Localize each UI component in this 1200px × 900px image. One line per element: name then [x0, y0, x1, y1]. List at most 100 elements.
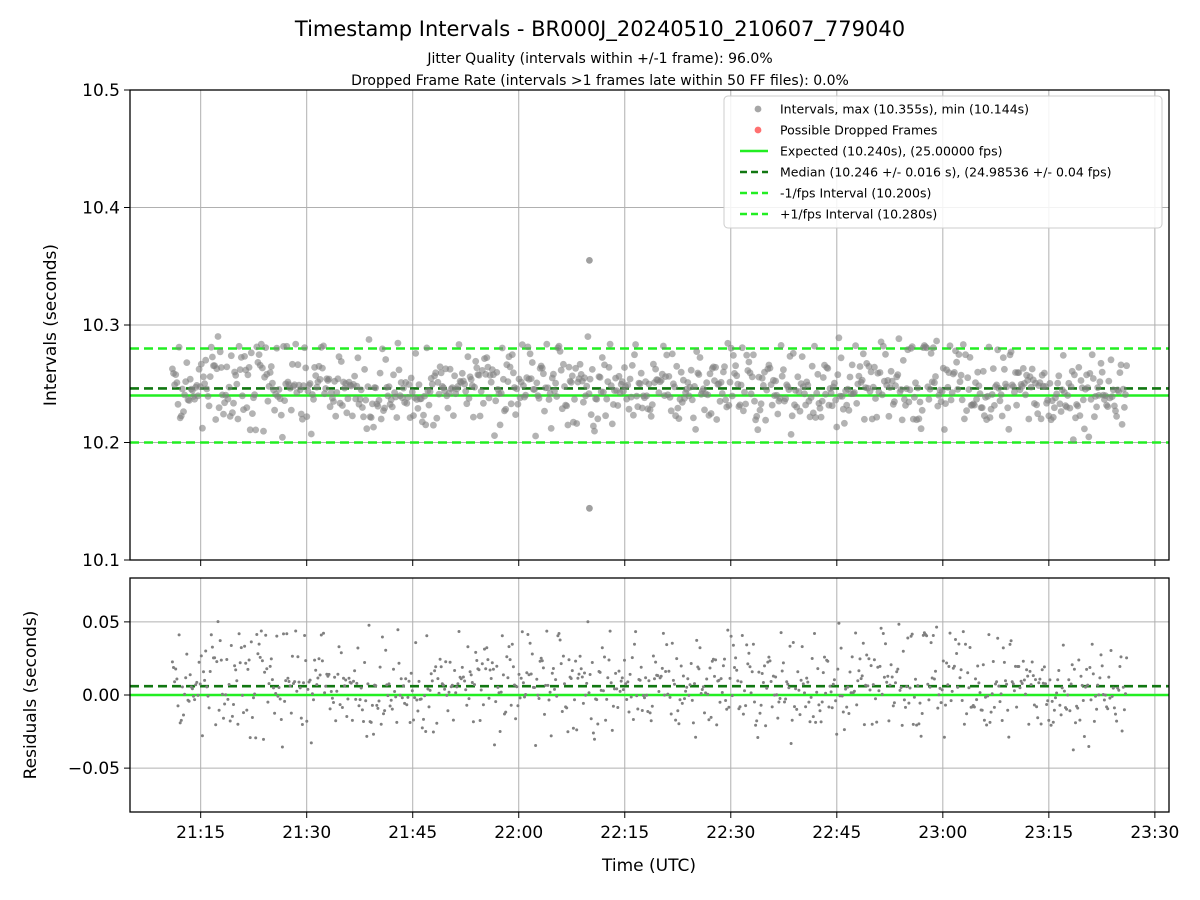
residual-point: [488, 668, 492, 672]
residual-point: [403, 701, 407, 705]
residual-point: [731, 643, 735, 647]
residual-point: [366, 682, 370, 686]
residual-point: [811, 715, 815, 719]
residual-point: [1036, 716, 1040, 720]
residual-point: [425, 634, 429, 638]
residual-point: [521, 681, 525, 685]
interval-point: [404, 394, 412, 401]
residual-point: [706, 692, 710, 696]
interval-point: [988, 391, 996, 398]
interval-point: [207, 343, 215, 351]
residual-point: [198, 682, 202, 686]
interval-point: [326, 403, 334, 411]
interval-point: [747, 390, 755, 398]
interval-point: [200, 373, 207, 381]
residual-point: [703, 711, 706, 715]
interval-point: [618, 378, 626, 386]
interval-point: [891, 398, 898, 406]
interval-point: [707, 410, 715, 417]
interval-point: [185, 397, 193, 404]
residual-point: [508, 658, 512, 662]
interval-point: [916, 398, 924, 406]
residual-point: [354, 697, 358, 701]
interval-point: [506, 363, 514, 371]
residual-point: [768, 659, 772, 663]
residual-point: [920, 712, 924, 715]
residual-point: [240, 693, 244, 697]
residual-point: [807, 700, 811, 704]
interval-point: [302, 364, 310, 372]
residual-point: [868, 688, 872, 692]
residual-point: [262, 737, 265, 741]
residual-point: [327, 672, 331, 676]
interval-point: [289, 360, 296, 368]
residual-point: [606, 676, 610, 680]
residual-point: [471, 720, 475, 724]
residual-point: [628, 672, 632, 676]
residual-point: [927, 698, 931, 702]
interval-point: [1049, 413, 1057, 421]
interval-point: [349, 412, 356, 420]
interval-point: [822, 390, 829, 398]
interval-point: [405, 381, 413, 388]
residual-point: [675, 657, 679, 661]
intervals-y-tick-label: 10.3: [82, 316, 120, 336]
interval-point: [837, 354, 845, 362]
interval-point: [647, 412, 655, 420]
interval-point: [827, 389, 835, 397]
residual-point: [333, 675, 337, 679]
interval-point: [762, 416, 769, 424]
interval-point: [374, 402, 382, 410]
residual-point: [984, 695, 987, 699]
residual-point: [997, 684, 1001, 688]
interval-point: [267, 363, 275, 370]
interval-point: [287, 406, 295, 414]
residual-point: [999, 692, 1003, 696]
residual-point: [624, 682, 628, 686]
residual-point: [219, 658, 223, 662]
legend-entry-label: Median (10.246 +/- 0.016 s), (24.98536 +…: [780, 165, 1111, 180]
residual-point: [823, 655, 826, 659]
interval-point: [745, 358, 753, 366]
residual-point: [959, 668, 963, 672]
residual-point: [1035, 705, 1039, 709]
residual-point: [638, 678, 642, 682]
residual-point: [519, 676, 523, 680]
interval-point: [718, 390, 726, 397]
interval-point: [414, 405, 422, 412]
interval-point: [915, 415, 923, 423]
interval-point: [963, 407, 970, 414]
residual-point: [640, 709, 644, 712]
interval-point: [565, 363, 573, 371]
interval-point: [818, 397, 826, 405]
interval-point: [491, 432, 498, 439]
interval-point: [412, 350, 420, 357]
interval-point: [713, 416, 721, 423]
residual-point: [1124, 692, 1127, 696]
interval-point: [425, 401, 433, 409]
residual-point: [570, 669, 574, 673]
interval-point: [333, 389, 341, 396]
interval-point: [795, 388, 803, 396]
residual-point: [428, 688, 432, 692]
residual-point: [774, 675, 778, 679]
residual-point: [493, 743, 496, 747]
residual-point: [854, 631, 858, 635]
residual-point: [824, 691, 828, 695]
residual-point: [1028, 669, 1032, 673]
interval-point: [568, 372, 576, 380]
interval-point: [1088, 351, 1096, 359]
residual-point: [192, 694, 195, 698]
residual-point: [383, 709, 387, 713]
residual-point: [714, 658, 718, 662]
residual-point: [667, 669, 671, 673]
residual-point: [698, 646, 702, 650]
residual-point: [1120, 729, 1124, 733]
residual-point: [1069, 682, 1073, 686]
interval-point: [605, 364, 613, 371]
interval-point: [512, 411, 519, 418]
residual-point: [1086, 683, 1090, 687]
residual-point: [509, 703, 513, 707]
residual-point: [300, 723, 304, 726]
residual-point: [989, 710, 993, 714]
